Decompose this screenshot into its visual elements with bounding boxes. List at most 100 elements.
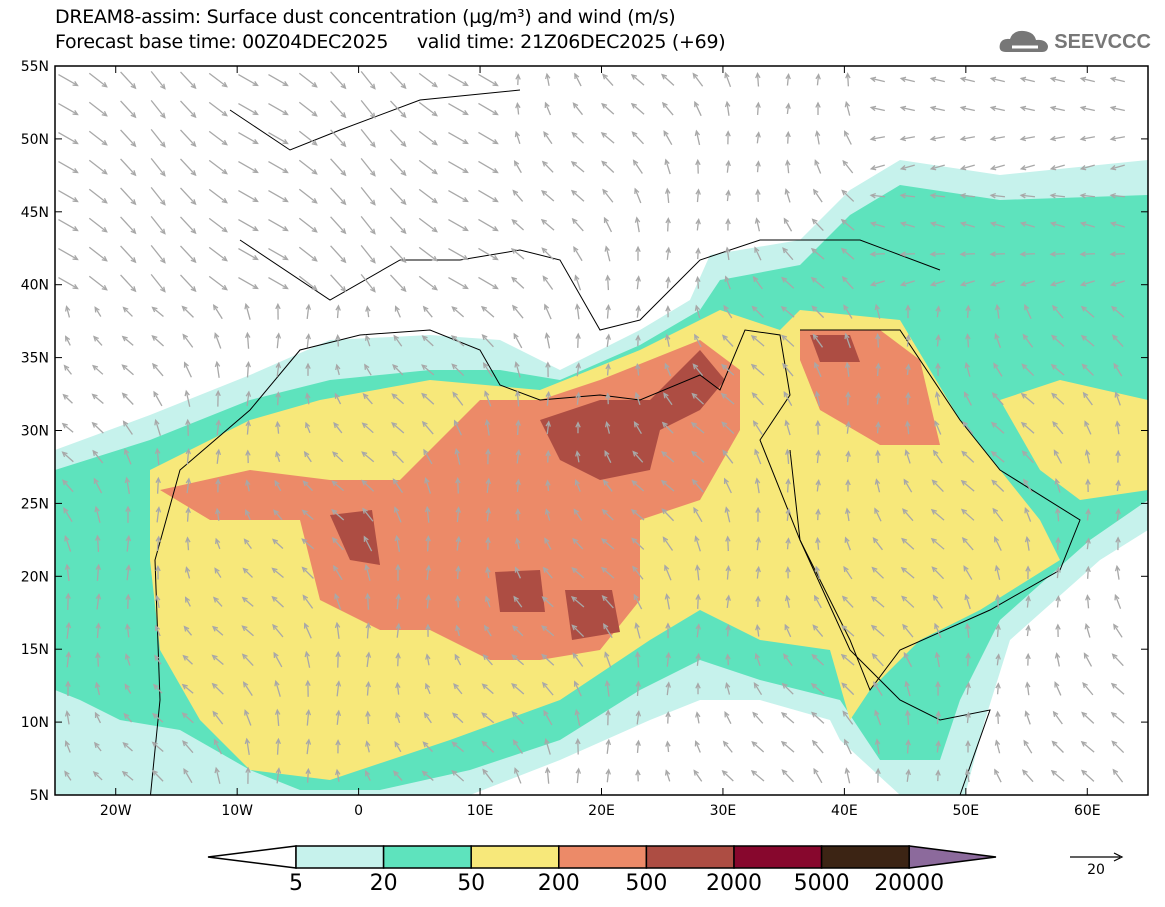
wind-arrow	[94, 505, 101, 523]
wind-arrow	[1019, 135, 1036, 142]
colorbar-swatch	[382, 845, 472, 869]
wind-arrow	[1115, 449, 1121, 463]
wind-arrow	[185, 506, 191, 522]
wind-arrow	[634, 622, 641, 639]
wind-arrow	[238, 131, 259, 145]
wind-arrow	[720, 392, 735, 405]
wind-arrow	[238, 73, 259, 87]
wind-arrow	[364, 334, 371, 347]
wind-arrow	[95, 593, 102, 610]
wind-arrow	[515, 508, 521, 521]
wind-arrow	[693, 769, 703, 782]
wind-arrow	[721, 363, 735, 376]
wind-arrow	[275, 450, 281, 463]
wind-arrow	[875, 421, 881, 434]
wind-arrow	[511, 304, 524, 319]
wind-arrow	[601, 594, 614, 609]
wind-arrow	[1109, 135, 1126, 142]
wind-arrow	[65, 680, 71, 696]
wind-arrow	[1049, 251, 1066, 257]
wind-arrow	[180, 274, 197, 293]
wind-arrow	[541, 190, 555, 202]
wind-arrow	[605, 709, 611, 726]
wind-arrow	[575, 767, 582, 784]
wind-arrow	[1079, 164, 1095, 171]
wind-arrow	[1055, 536, 1061, 550]
wind-arrow	[785, 159, 791, 174]
wind-arrow	[905, 363, 911, 376]
wind-arrow	[690, 422, 705, 434]
wind-arrow	[425, 564, 432, 580]
dust-500-2000-chad	[495, 570, 545, 612]
wind-arrow	[155, 476, 161, 494]
wind-arrow	[365, 710, 371, 725]
wind-arrow	[238, 160, 259, 174]
wind-arrow	[1054, 681, 1062, 696]
wind-arrow	[1084, 622, 1091, 638]
wind-arrow	[361, 479, 375, 492]
wind-arrow	[755, 131, 761, 144]
wind-arrow	[182, 333, 194, 348]
colorbar-label: 500	[625, 871, 667, 896]
wind-arrow	[724, 100, 731, 116]
wind-arrow	[334, 593, 342, 610]
wind-arrow	[602, 73, 614, 86]
wind-arrow	[1114, 391, 1121, 406]
wind-arrow	[575, 450, 581, 463]
wind-arrow	[120, 216, 137, 235]
wind-arrow	[151, 712, 164, 723]
wind-arrow	[725, 535, 731, 552]
wind-arrow	[899, 135, 916, 142]
wind-arrow	[155, 506, 162, 523]
wind-arrow	[841, 189, 855, 202]
wind-arrow	[635, 275, 641, 290]
wind-arrow	[1051, 392, 1065, 405]
wind-arrow	[842, 159, 854, 174]
wind-arrow	[1080, 740, 1095, 753]
wind-arrow	[785, 507, 791, 521]
wind-arrow	[241, 625, 254, 637]
wind-arrow	[121, 335, 134, 346]
wind-arrow	[331, 480, 344, 492]
wind-arrow	[840, 653, 855, 666]
wind-arrow	[814, 130, 821, 145]
wind-arrow	[395, 622, 402, 638]
wind-arrow	[811, 218, 824, 232]
wind-arrow	[665, 217, 671, 232]
wind-arrow	[905, 768, 911, 782]
wind-arrow	[1080, 305, 1095, 318]
wind-arrow	[725, 653, 731, 666]
lat-label: 35N	[21, 351, 49, 367]
wind-arrow	[305, 738, 312, 755]
wind-arrow	[92, 449, 104, 464]
wind-arrow	[121, 392, 134, 405]
wind-arrow	[574, 708, 581, 726]
wind-arrow	[634, 187, 642, 204]
wind-arrow	[781, 682, 794, 695]
wind-arrow	[755, 160, 761, 173]
wind-arrow	[515, 449, 522, 464]
wind-arrow	[660, 73, 675, 86]
wind-arrow	[664, 593, 671, 610]
wind-arrow	[215, 478, 221, 493]
wind-arrow	[238, 276, 259, 290]
wind-arrow	[780, 740, 795, 753]
wind-arrow	[208, 72, 228, 88]
wind-arrow	[995, 682, 1001, 695]
wind-arrow	[602, 622, 613, 639]
wind-arrow	[815, 508, 821, 521]
wind-arrow	[844, 361, 851, 377]
wind-arrow	[1019, 76, 1035, 83]
colorbar-label: 5	[289, 871, 303, 896]
wind-arrow	[899, 221, 915, 228]
wind-arrow	[1049, 76, 1065, 83]
wind-arrow	[814, 361, 822, 378]
wind-arrow	[478, 160, 499, 174]
wind-arrow	[815, 536, 821, 550]
wind-arrow	[274, 708, 281, 726]
wind-arrow	[900, 566, 915, 579]
wind-arrow	[932, 449, 943, 464]
wind-arrow	[573, 680, 582, 697]
wind-arrow	[811, 739, 824, 754]
wind-arrow	[965, 740, 971, 753]
